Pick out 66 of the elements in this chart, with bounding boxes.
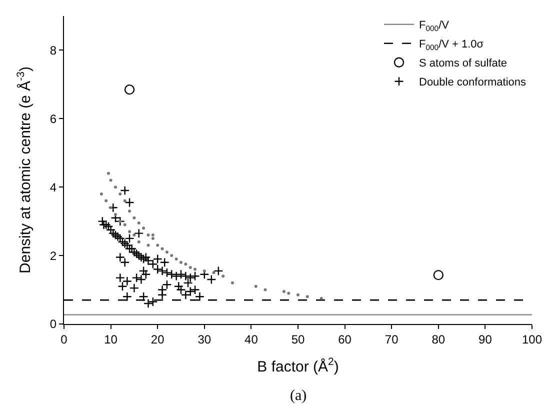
point (137, 240, 140, 244)
point (132, 216, 136, 220)
point (151, 236, 154, 240)
point (287, 292, 290, 295)
point (212, 271, 216, 274)
x-tick-label: 90 (478, 332, 492, 346)
point (146, 244, 150, 247)
x-tick-label: 100 (522, 332, 542, 346)
x-tick-label: 20 (150, 332, 165, 346)
point (123, 199, 126, 202)
y-tick-label: 6 (50, 112, 57, 126)
point (128, 210, 132, 213)
point (146, 234, 150, 237)
point (142, 226, 146, 230)
y-tick-label: 2 (50, 248, 57, 263)
point (174, 257, 178, 260)
point (114, 186, 117, 189)
point (109, 178, 112, 182)
point (109, 206, 112, 210)
point (137, 222, 140, 225)
point (254, 284, 258, 288)
legend-label: S atoms of sulfate (419, 58, 508, 70)
point (230, 281, 234, 284)
y-tick-label: 0 (50, 317, 57, 332)
point (123, 223, 126, 226)
point (104, 199, 108, 202)
y-tick-label: 8 (50, 43, 57, 58)
point (320, 296, 323, 300)
point (188, 266, 192, 270)
point (306, 295, 309, 298)
point (282, 290, 286, 293)
legend-label: F$_{000}$/V + 1.0σ (419, 38, 484, 52)
point (194, 268, 197, 271)
point (433, 270, 444, 280)
point (296, 293, 300, 296)
point (202, 269, 206, 272)
point (100, 192, 103, 196)
point (170, 254, 174, 258)
point (184, 262, 188, 266)
x-tick-label: 70 (384, 332, 399, 346)
point (151, 234, 154, 237)
point (180, 260, 182, 264)
x-tick-label: 30 (198, 332, 212, 346)
legend-label: F$_{000}$/V (419, 20, 450, 33)
point (124, 84, 135, 95)
point (106, 172, 110, 175)
point (128, 230, 132, 234)
x-tick-label: 10 (104, 332, 118, 346)
x-tick-label: 80 (432, 332, 446, 346)
x-tick-label: 50 (291, 332, 305, 346)
x-axis-title: B factor (Å$^{2}$) (257, 356, 339, 376)
point (160, 247, 164, 250)
point (118, 192, 122, 196)
point (132, 234, 136, 237)
point (114, 212, 117, 216)
text: (a) (290, 388, 307, 404)
y-tick-label: 4 (50, 180, 57, 194)
point (118, 220, 122, 223)
point (156, 244, 160, 247)
point (222, 274, 225, 278)
x-tick-label: 60 (338, 332, 352, 346)
x-tick-label: 0 (60, 332, 68, 346)
legend-label: Double conformations (419, 76, 527, 89)
x-tick-label: 40 (244, 332, 258, 346)
point (264, 288, 267, 292)
point (165, 250, 168, 254)
